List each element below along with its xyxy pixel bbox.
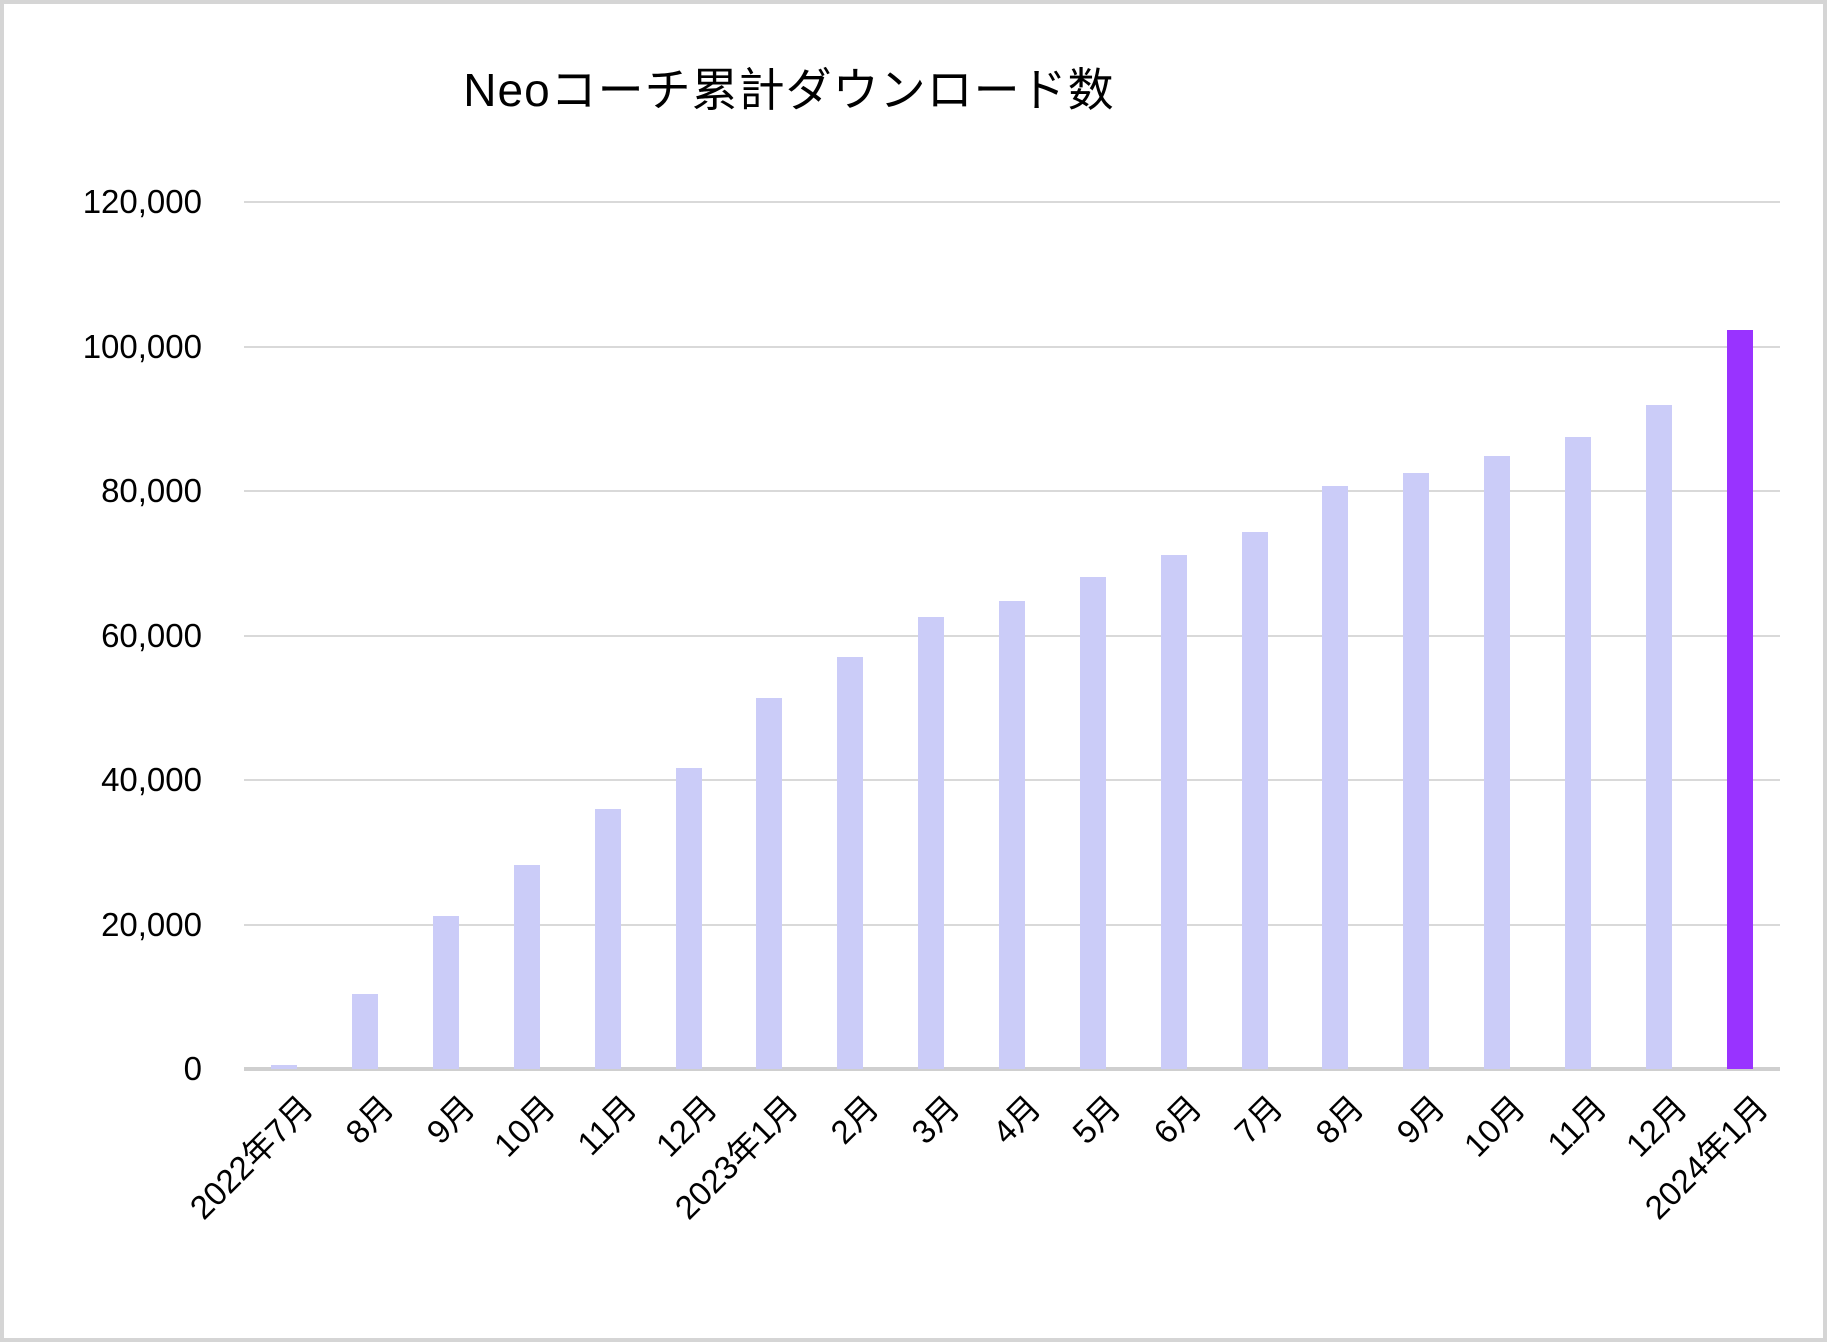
bar <box>352 993 379 1069</box>
y-tick-label: 60,000 <box>101 616 202 654</box>
y-tick-label: 100,000 <box>82 327 202 365</box>
gridline <box>244 490 1780 492</box>
x-tick-label: 11月 <box>569 1088 644 1163</box>
bar <box>999 600 1025 1069</box>
bar <box>837 657 864 1069</box>
bar <box>1160 554 1187 1069</box>
gridline <box>244 201 1780 203</box>
bar <box>1564 436 1591 1069</box>
bar <box>594 808 621 1069</box>
x-tick-label: 9月 <box>419 1088 482 1151</box>
x-tick-label: 7月 <box>1227 1088 1290 1151</box>
x-tick-label: 9月 <box>1389 1088 1452 1151</box>
y-tick-label: 120,000 <box>82 183 202 220</box>
x-tick-label: 11月 <box>1539 1088 1614 1163</box>
bar <box>756 698 783 1069</box>
highlighted-bar <box>1726 329 1753 1069</box>
x-tick-label: 8月 <box>338 1088 401 1151</box>
bar <box>433 915 460 1069</box>
x-tick-label: 2月 <box>823 1088 886 1151</box>
x-tick-label: 5月 <box>1065 1088 1129 1151</box>
bar <box>1645 405 1672 1069</box>
x-tick-label: 4月 <box>984 1088 1048 1151</box>
x-axis-line <box>244 1067 1780 1071</box>
x-tick-label: 2022年7月 <box>182 1088 320 1227</box>
bar <box>918 616 945 1069</box>
bar <box>1322 485 1349 1069</box>
y-tick-label: 20,000 <box>101 905 202 943</box>
x-tick-label: 3月 <box>904 1088 967 1151</box>
gridline <box>244 345 1780 348</box>
x-tick-label: 6月 <box>1146 1088 1210 1151</box>
bar <box>675 767 702 1069</box>
x-tick-label: 10月 <box>486 1088 563 1164</box>
bar <box>1079 576 1106 1069</box>
y-tick-label: 80,000 <box>101 472 202 509</box>
plot-area: 0 20,000 40,000 60,000 80,000 100,000 120,000 2… <box>4 4 1823 1338</box>
x-tick-label: 10月 <box>1457 1088 1533 1164</box>
x-tick-label: 8月 <box>1308 1088 1371 1151</box>
bar <box>1484 456 1511 1069</box>
bar <box>513 864 540 1069</box>
bar <box>1241 532 1268 1069</box>
bar <box>271 1064 298 1069</box>
chart-title: Neoコーチ累計ダウンロード数 <box>463 64 1115 116</box>
bar <box>1403 472 1430 1069</box>
y-tick-label: 0 <box>183 1050 202 1087</box>
y-tick-label: 40,000 <box>101 761 202 798</box>
